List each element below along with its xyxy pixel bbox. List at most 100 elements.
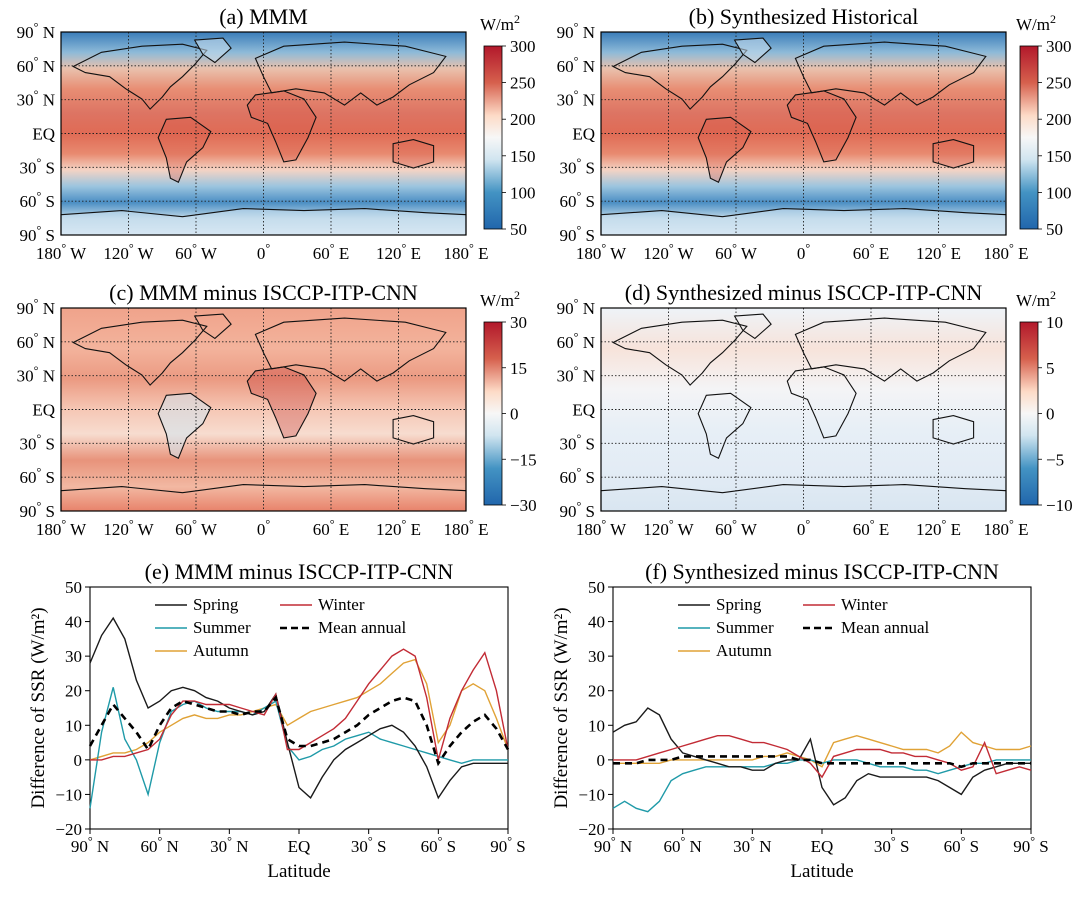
south-america-coastline xyxy=(697,392,752,459)
x-tick-label: 90° S xyxy=(490,834,526,856)
legend-label-autumn: Autumn xyxy=(193,641,249,660)
y-tick-label: 30 xyxy=(588,647,605,666)
colorbar-bar xyxy=(1019,45,1039,230)
colorbar-unit: W/m2 xyxy=(480,288,520,310)
colorbar: W/m2 300 250 200 150 100 50 xyxy=(480,12,536,239)
latitude-tick-label: EQ xyxy=(32,125,55,144)
north-america-coastline xyxy=(611,319,748,386)
latitude-tick-label: EQ xyxy=(32,401,55,420)
y-tick-label: 50 xyxy=(588,578,605,597)
y-tick-label: −20 xyxy=(55,820,82,839)
greenland-coastline xyxy=(733,313,772,340)
longitude-tick-label: 0° xyxy=(257,517,271,539)
line-chart-f: (f) Synthesized minus ISCCP-ITP-CNN −20 −1… xyxy=(551,559,1049,882)
colorbar-tick-label: 15 xyxy=(510,359,527,378)
africa-coastline xyxy=(786,366,857,439)
y-tick-label: 40 xyxy=(65,613,82,632)
colorbar-tick-label: 200 xyxy=(510,110,536,129)
legend: Spring Summer Autumn Winter Mean annual xyxy=(155,595,407,660)
map-panel-d: (d) Synthesized minus ISCCP-ITP-CNN 90° N… xyxy=(557,280,1073,539)
map-frame xyxy=(600,31,1007,236)
colorbar-tick-label: −30 xyxy=(510,496,537,515)
map-frame xyxy=(600,307,1007,512)
longitude-tick-label: 180° E xyxy=(984,241,1029,263)
africa-coastline xyxy=(246,366,317,439)
longitude-tick-label: 60° W xyxy=(175,517,218,539)
y-axis-label: Difference of SSR (W/m²) xyxy=(551,607,572,808)
australia-coastline xyxy=(932,139,975,169)
plot-frame xyxy=(89,586,509,830)
legend-label-autumn: Autumn xyxy=(716,641,772,660)
latitude-tick-label: 30° S xyxy=(559,431,595,453)
y-tick-label: 10 xyxy=(65,716,82,735)
series-line-winter xyxy=(613,735,1032,779)
longitude-tick-label: 180° W xyxy=(36,241,87,263)
map-frame xyxy=(60,31,467,236)
latitude-tick-label: 60° N xyxy=(557,330,595,352)
north-america-coastline xyxy=(71,43,208,110)
longitude-tick-label: 60° E xyxy=(853,517,889,539)
greenland-coastline xyxy=(733,37,772,64)
x-tick-label: 60° N xyxy=(663,834,701,856)
legend-label-winter: Winter xyxy=(841,595,888,614)
latitude-tick-label: 60° S xyxy=(559,189,595,211)
colorbar-bar xyxy=(1019,321,1039,506)
legend-label-summer: Summer xyxy=(716,618,774,637)
series-line-mean xyxy=(613,755,1031,769)
longitude-tick-label: 60° E xyxy=(313,241,349,263)
colorbar-tick-label: 250 xyxy=(1046,74,1072,93)
plot-frame xyxy=(612,586,1032,830)
colorbar: W/m2 300 250 200 150 100 50 xyxy=(1016,12,1072,239)
colorbar-tick-label: 0 xyxy=(510,405,519,424)
longitude-tick-label: 180° E xyxy=(444,241,489,263)
x-tick-label: 90° N xyxy=(594,834,632,856)
legend-label-summer: Summer xyxy=(193,618,251,637)
map-frame xyxy=(60,307,467,512)
longitude-tick-label: 120° W xyxy=(103,517,154,539)
colorbar-tick-label: 30 xyxy=(510,313,527,332)
series-line-autumn xyxy=(613,731,1032,768)
colorbar-tick-label: 0 xyxy=(1046,405,1055,424)
latitude-tick-label: 60° N xyxy=(17,330,55,352)
y-tick-label: 0 xyxy=(74,751,83,770)
longitude-tick-label: 0° xyxy=(797,517,811,539)
latitude-tick-label: 90° N xyxy=(557,20,595,42)
colorbar-tick-label: 200 xyxy=(1046,110,1072,129)
greenland-coastline xyxy=(193,37,232,64)
y-tick-label: −10 xyxy=(55,785,82,804)
latitude-tick-label: 30° N xyxy=(17,364,55,386)
x-tick-label: 30° S xyxy=(351,834,387,856)
series-line-spring xyxy=(612,707,1031,806)
longitude-tick-label: 120° E xyxy=(376,517,421,539)
panel-title: (a) MMM xyxy=(219,4,308,29)
longitude-tick-label: 120° E xyxy=(376,241,421,263)
longitude-tick-label: 120° E xyxy=(916,241,961,263)
x-tick-label: EQ xyxy=(288,837,311,856)
map-panel-c: (c) MMM minus ISCCP-ITP-CNN 90° N 60° N 30°… xyxy=(17,280,537,539)
colorbar-tick-label: −15 xyxy=(510,450,537,469)
colorbar-tick-label: 300 xyxy=(1046,37,1072,56)
y-tick-label: 30 xyxy=(65,647,82,666)
y-tick-label: −20 xyxy=(578,820,605,839)
colorbar-tick-label: 50 xyxy=(1046,220,1063,239)
legend: Spring Summer Autumn Winter Mean annual xyxy=(678,595,930,660)
latitude-tick-label: 30° N xyxy=(557,364,595,386)
legend-label-mean: Mean annual xyxy=(318,618,407,637)
x-tick-label: 90° S xyxy=(1013,834,1049,856)
colorbar-unit: W/m2 xyxy=(1016,288,1056,310)
greenland-coastline xyxy=(193,313,232,340)
longitude-tick-label: 180° E xyxy=(444,517,489,539)
latitude-tick-label: 90° S xyxy=(559,223,595,245)
colorbar: W/m2 30 15 0 −15 −30 xyxy=(480,288,537,515)
longitude-tick-label: 60° E xyxy=(853,241,889,263)
longitude-tick-label: 180° W xyxy=(36,517,87,539)
line-chart-panels: (e) MMM minus ISCCP-ITP-CNN −20 −10 0 10 20 30… xyxy=(28,559,1049,882)
x-tick-label: 60° N xyxy=(140,834,178,856)
longitude-tick-label: 180° E xyxy=(984,517,1029,539)
longitude-tick-label: 60° E xyxy=(313,517,349,539)
latitude-tick-label: 90° S xyxy=(19,499,55,521)
longitude-tick-label: 0° xyxy=(257,241,271,263)
y-tick-label: 10 xyxy=(588,716,605,735)
